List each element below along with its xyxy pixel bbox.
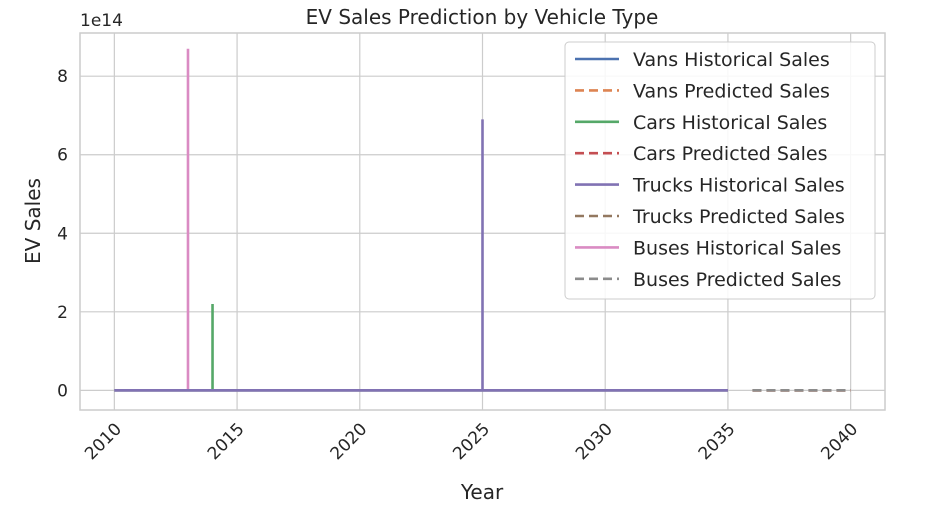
x-axis-title: Year <box>460 480 504 504</box>
legend-label: Trucks Historical Sales <box>632 175 845 197</box>
y-multiplier-label: 1e14 <box>80 11 123 31</box>
x-tick-label: 2025 <box>449 419 494 464</box>
y-tick-label: 4 <box>57 224 68 244</box>
series-line-trucks-historical-sales <box>114 119 728 392</box>
y-tick-label: 0 <box>57 381 68 401</box>
x-tick-label: 2010 <box>81 419 126 464</box>
x-tick-label: 2030 <box>572 419 617 464</box>
legend-label: Trucks Predicted Sales <box>632 206 845 228</box>
x-tick-label: 2020 <box>327 419 372 464</box>
legend-label: Buses Historical Sales <box>633 237 841 259</box>
y-tick-label: 2 <box>57 303 68 323</box>
legend-label: Cars Historical Sales <box>633 112 827 134</box>
y-tick-labels: 0 2 4 6 8 <box>57 67 68 401</box>
legend-label: Buses Predicted Sales <box>633 269 841 291</box>
y-tick-label: 6 <box>57 146 68 166</box>
legend-label: Cars Predicted Sales <box>633 143 827 165</box>
x-tick-label: 2040 <box>817 419 862 464</box>
legend: Vans Historical Sales Vans Predicted Sale… <box>564 41 876 300</box>
x-tick-label: 2015 <box>204 419 249 464</box>
x-tick-label: 2035 <box>695 419 740 464</box>
y-axis-title: EV Sales <box>21 178 45 264</box>
series-layer <box>114 48 851 392</box>
y-tick-label: 8 <box>57 67 68 87</box>
legend-label: Vans Predicted Sales <box>633 80 830 102</box>
x-tick-labels: 2010 2015 2020 2025 2030 2035 2040 <box>81 419 862 464</box>
legend-label: Vans Historical Sales <box>633 49 830 71</box>
chart-title: EV Sales Prediction by Vehicle Type <box>306 5 659 29</box>
plot-frame <box>79 32 886 411</box>
legend-box <box>564 41 876 300</box>
